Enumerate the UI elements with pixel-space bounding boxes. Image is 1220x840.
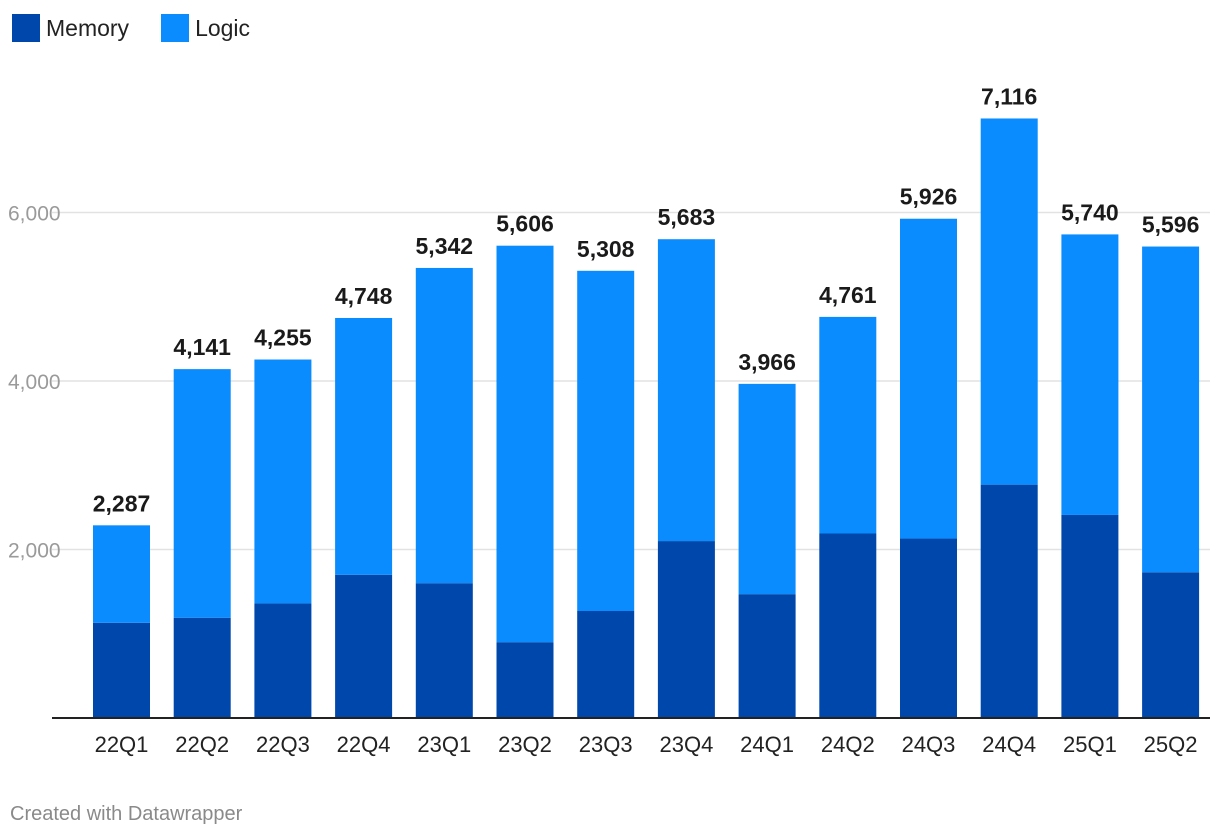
bar-memory bbox=[335, 574, 393, 718]
x-tick-label: 23Q2 bbox=[498, 732, 552, 757]
bar-memory bbox=[738, 594, 796, 718]
bar-memory bbox=[577, 611, 635, 718]
legend-label-logic: Logic bbox=[195, 14, 251, 41]
bar-logic bbox=[335, 317, 393, 575]
bar-logic bbox=[496, 245, 554, 643]
x-tick-label: 24Q2 bbox=[821, 732, 875, 757]
x-tick-label: 23Q1 bbox=[417, 732, 471, 757]
bar-logic bbox=[738, 383, 796, 595]
x-tick-label: 24Q1 bbox=[740, 732, 794, 757]
total-label: 3,966 bbox=[738, 349, 796, 375]
total-label: 4,761 bbox=[819, 282, 877, 308]
x-tick-label: 24Q4 bbox=[982, 732, 1036, 757]
legend-label-memory: Memory bbox=[46, 14, 130, 41]
legend-swatch-logic bbox=[161, 14, 190, 42]
bar-memory bbox=[496, 642, 554, 718]
total-label: 7,116 bbox=[981, 83, 1037, 109]
total-label: 5,740 bbox=[1061, 199, 1119, 225]
legend-item-logic: Logic bbox=[161, 14, 250, 42]
legend-swatch-memory bbox=[12, 14, 40, 42]
y-tick-label: 4,000 bbox=[8, 371, 61, 394]
x-tick-label: 23Q4 bbox=[659, 732, 713, 757]
bar-logic bbox=[577, 270, 635, 612]
x-tick-label: 23Q3 bbox=[579, 732, 633, 757]
total-label: 5,606 bbox=[496, 211, 554, 237]
bar-logic bbox=[657, 239, 715, 542]
bar-memory bbox=[415, 583, 473, 718]
bar-memory bbox=[1142, 572, 1200, 718]
bar-logic bbox=[819, 316, 877, 534]
bar-logic bbox=[173, 369, 231, 618]
total-label: 4,748 bbox=[335, 283, 393, 309]
bar-logic bbox=[1142, 246, 1200, 573]
bar-memory bbox=[657, 541, 715, 718]
bar-memory bbox=[980, 484, 1038, 718]
bar-memory bbox=[254, 603, 312, 718]
bar-memory bbox=[819, 533, 877, 718]
bar-logic bbox=[254, 359, 312, 604]
x-tick-label: 22Q2 bbox=[175, 732, 229, 757]
x-tick-label: 25Q2 bbox=[1144, 732, 1198, 757]
credit-text: Created with Datawrapper bbox=[10, 803, 243, 825]
y-tick-label: 2,000 bbox=[8, 540, 61, 563]
bar-memory bbox=[900, 538, 957, 718]
bar-logic bbox=[980, 118, 1038, 485]
legend-item-memory: Memory bbox=[12, 14, 129, 42]
total-label: 5,596 bbox=[1142, 212, 1200, 238]
total-label: 4,255 bbox=[254, 325, 312, 351]
x-tick-label: 25Q1 bbox=[1063, 732, 1117, 757]
total-label: 5,308 bbox=[577, 236, 635, 262]
y-tick-label: 6,000 bbox=[8, 203, 61, 226]
total-label: 5,926 bbox=[900, 184, 958, 210]
bar-memory bbox=[173, 617, 231, 718]
bar-logic bbox=[900, 218, 957, 539]
bar-logic bbox=[1061, 234, 1119, 515]
legend: Memory Logic bbox=[12, 12, 282, 44]
bar-logic bbox=[415, 267, 473, 584]
x-tick-label: 22Q4 bbox=[337, 732, 391, 757]
x-tick-label: 24Q3 bbox=[902, 732, 956, 757]
x-tick-label: 22Q3 bbox=[256, 732, 310, 757]
bar-memory bbox=[1061, 514, 1119, 718]
bar-memory bbox=[93, 622, 150, 718]
total-label: 2,287 bbox=[93, 490, 151, 516]
total-label: 5,342 bbox=[416, 233, 474, 259]
total-label: 5,683 bbox=[658, 204, 716, 230]
bar-logic bbox=[93, 525, 150, 623]
x-tick-label: 22Q1 bbox=[95, 732, 149, 757]
total-label: 4,141 bbox=[173, 334, 231, 360]
